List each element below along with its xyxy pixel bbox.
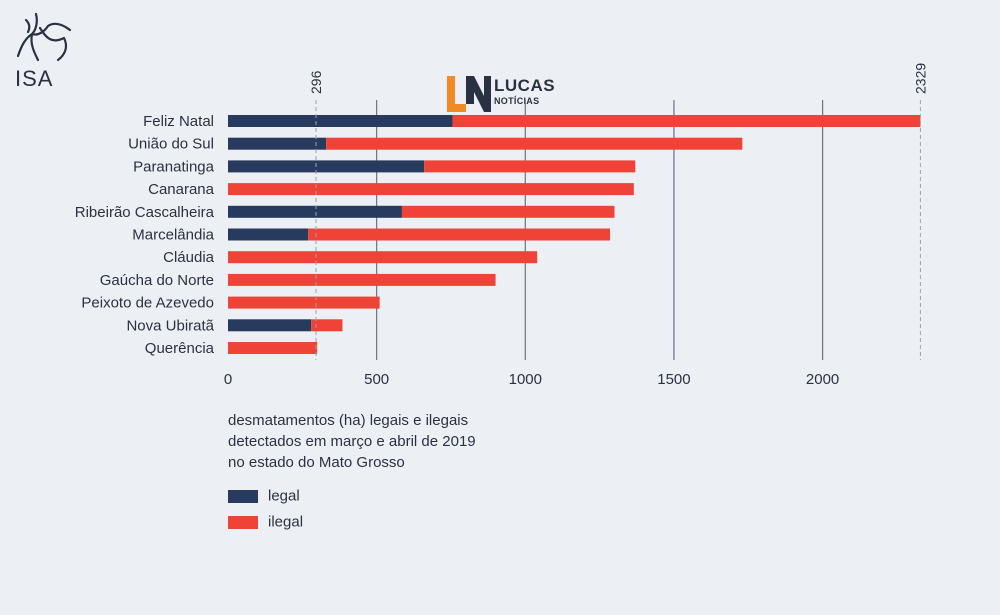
bar-legal-9 xyxy=(228,319,312,332)
category-label: Cláudia xyxy=(163,249,215,266)
bar-ilegal-4 xyxy=(401,205,615,218)
marker-label-296: 296 xyxy=(308,70,324,94)
x-tick-label: 500 xyxy=(364,371,389,388)
category-label: Ribeirão Cascalheira xyxy=(75,204,215,221)
category-label: Gaúcha do Norte xyxy=(100,272,214,289)
isa-wordmark: ISA xyxy=(15,66,54,91)
lucas-wordmark: LUCAS xyxy=(494,76,556,95)
legend-label-ilegal: ilegal xyxy=(268,513,304,531)
category-label: Peixoto de Azevedo xyxy=(81,295,214,312)
bar-ilegal-0 xyxy=(452,115,921,127)
x-tick-label: 1000 xyxy=(509,371,542,388)
bar-ilegal-9 xyxy=(311,319,343,332)
bar-legal-1 xyxy=(228,137,327,150)
x-tick-label: 2000 xyxy=(806,371,839,388)
bar-ilegal-7 xyxy=(228,273,496,286)
category-label: Paranatinga xyxy=(133,158,215,175)
bar-ilegal-3 xyxy=(228,183,634,196)
category-label: Marcelândia xyxy=(132,227,214,244)
chart-caption: desmatamentos (ha) legais e ilegais dete… xyxy=(228,410,476,473)
bar-ilegal-10 xyxy=(228,342,318,354)
legend-swatch-ilegal xyxy=(228,515,258,529)
legend-item-legal: legal xyxy=(228,487,300,505)
bar-ilegal-6 xyxy=(228,251,538,264)
bar-ilegal-8 xyxy=(228,296,380,309)
marker-label-2329: 2329 xyxy=(912,63,928,94)
category-label: Nova Ubiratã xyxy=(126,317,214,334)
legend-swatch-legal xyxy=(228,489,258,503)
legend-item-ilegal: ilegal xyxy=(228,513,303,531)
lucas-noticias-logo: LUCAS NOTÍCIAS xyxy=(444,74,564,116)
category-label: Feliz Natal xyxy=(143,113,214,130)
legend-label-legal: legal xyxy=(268,487,300,505)
isa-logo xyxy=(8,8,78,98)
x-tick-label: 1500 xyxy=(657,371,690,388)
bar-legal-5 xyxy=(228,228,309,241)
category-label: União do Sul xyxy=(128,136,214,153)
bar-ilegal-1 xyxy=(326,137,743,150)
caption-line-2: detectados em março e abril de 2019 xyxy=(228,433,476,450)
bar-ilegal-2 xyxy=(424,160,636,173)
bar-legal-0 xyxy=(228,115,453,127)
bar-ilegal-5 xyxy=(308,228,611,241)
category-label: Querência xyxy=(145,340,215,357)
caption-line-3: no estado do Mato Grosso xyxy=(228,454,405,471)
bar-legal-2 xyxy=(228,160,425,173)
bar-legal-4 xyxy=(228,205,402,218)
noticias-wordmark: NOTÍCIAS xyxy=(494,96,540,106)
x-tick-label: 0 xyxy=(224,371,232,388)
category-label: Canarana xyxy=(148,181,215,198)
caption-line-1: desmatamentos (ha) legais e ilegais xyxy=(228,412,469,429)
